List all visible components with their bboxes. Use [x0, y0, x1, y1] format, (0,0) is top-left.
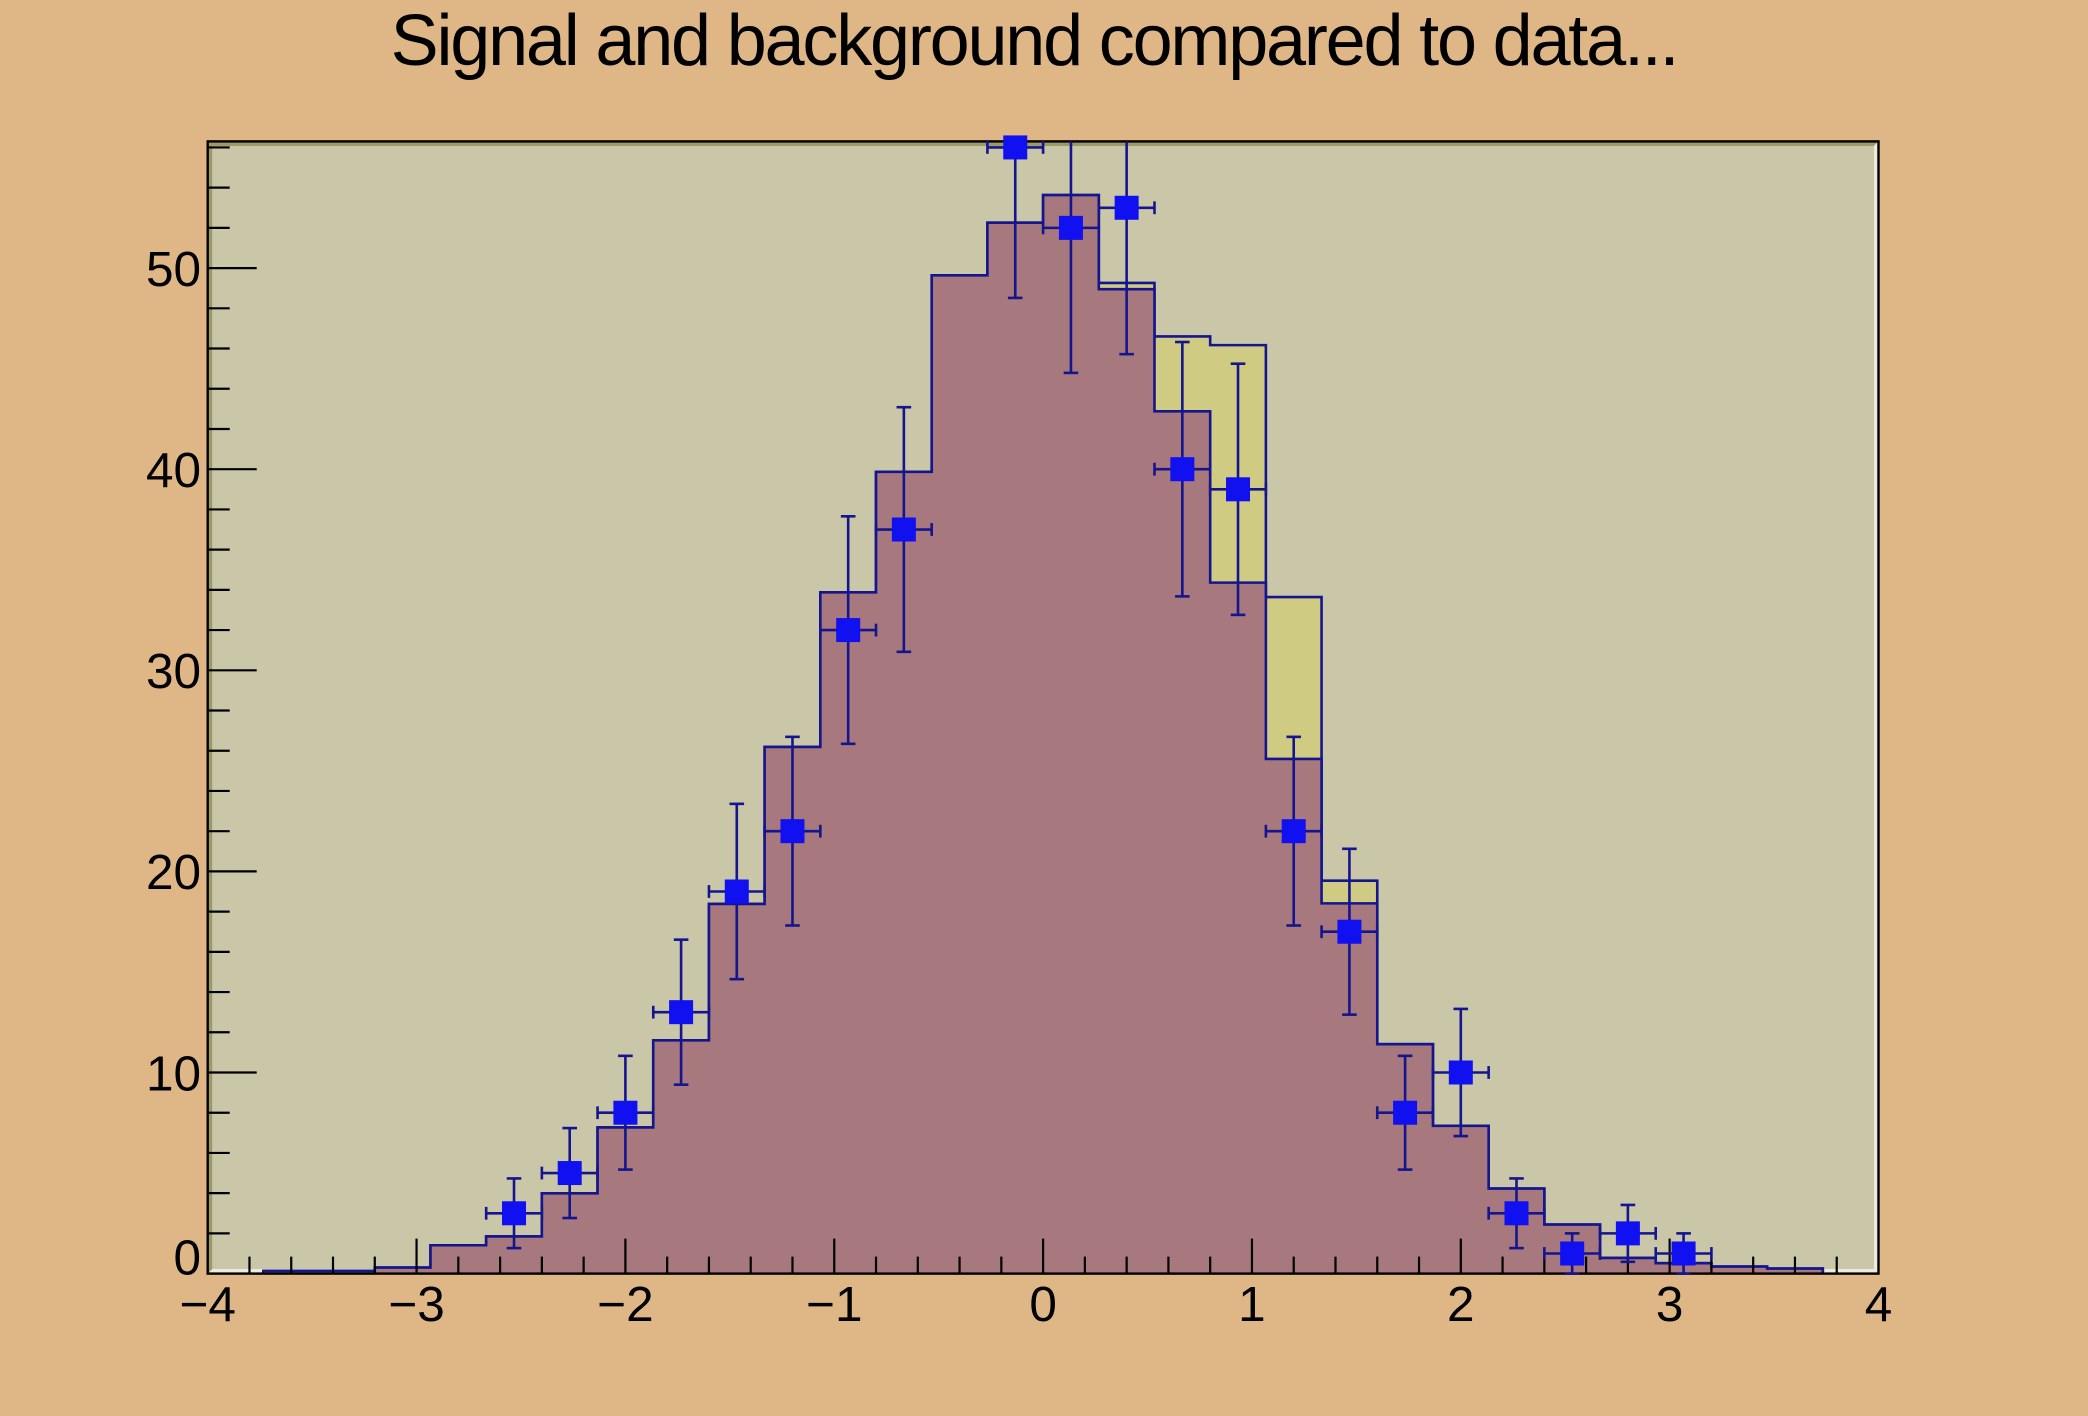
- y-axis-label: 10: [146, 1046, 201, 1101]
- x-axis-label: −2: [597, 1277, 653, 1332]
- y-axis-label: 30: [146, 644, 201, 699]
- x-axis-label: −4: [179, 1277, 235, 1332]
- data-marker: [669, 1000, 694, 1025]
- y-axis-label: 40: [146, 443, 201, 498]
- y-axis-label: 50: [146, 242, 201, 297]
- x-axis-label: −3: [388, 1277, 444, 1332]
- data-marker: [836, 618, 861, 643]
- data-marker: [613, 1100, 638, 1125]
- background-histogram-outline: [262, 193, 1825, 1274]
- x-axis-label: 4: [1865, 1277, 1893, 1332]
- x-axis-label: −1: [806, 1277, 862, 1332]
- data-marker: [724, 879, 749, 904]
- data-marker: [1337, 919, 1362, 944]
- data-marker: [1058, 215, 1083, 240]
- data-marker: [1003, 135, 1028, 160]
- x-axis-label: 1: [1238, 1277, 1266, 1332]
- x-axis-label: 3: [1656, 1277, 1684, 1332]
- data-marker: [1170, 457, 1195, 482]
- data-marker: [1448, 1060, 1473, 1085]
- data-marker: [1114, 195, 1139, 220]
- data-marker: [1393, 1100, 1418, 1125]
- data-marker: [1671, 1241, 1696, 1266]
- data-marker: [1615, 1221, 1640, 1246]
- data-marker: [1504, 1201, 1529, 1226]
- data-marker: [891, 517, 916, 542]
- data-marker: [502, 1201, 527, 1226]
- data-marker: [1281, 819, 1306, 844]
- plot-title: Signal and background compared to data..…: [390, 1, 1680, 81]
- y-axis-label: 0: [173, 1230, 201, 1285]
- data-marker: [780, 819, 805, 844]
- y-axis-label: 20: [146, 845, 201, 900]
- data-marker: [557, 1161, 582, 1186]
- x-axis-label: 0: [1029, 1277, 1057, 1332]
- background-histogram-fill: [263, 195, 1823, 1274]
- x-axis-label: 2: [1447, 1277, 1475, 1332]
- data-marker: [1560, 1241, 1585, 1266]
- data-marker: [1226, 477, 1251, 502]
